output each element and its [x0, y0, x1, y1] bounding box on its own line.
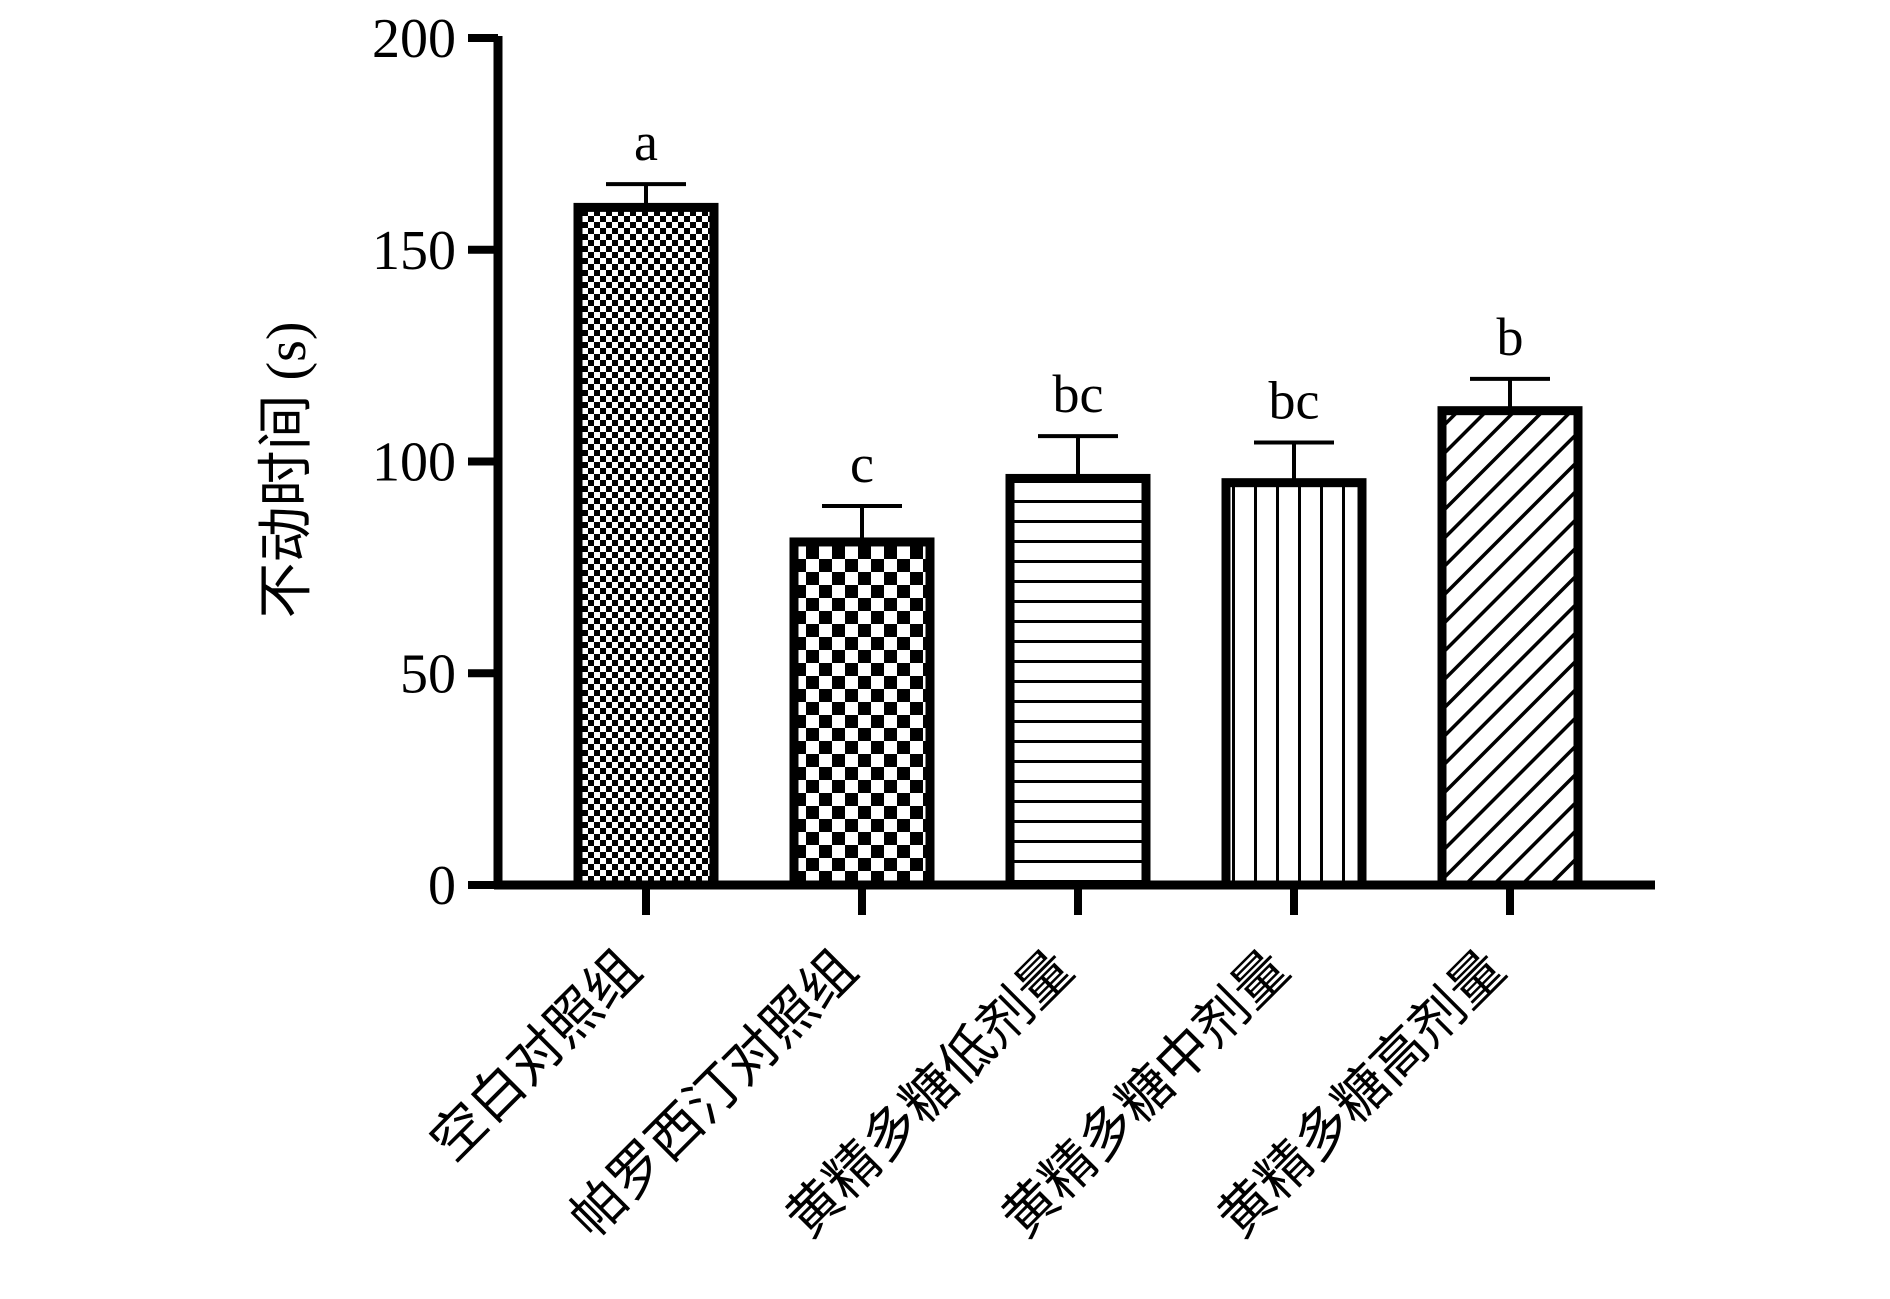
bar-3 — [1005, 473, 1151, 890]
y-axis-title: 不动时间 (s) — [256, 321, 318, 618]
x-tick-label: 空白对照组 — [419, 939, 652, 1172]
significance-label: bc — [1269, 370, 1320, 430]
y-tick-label: 100 — [372, 432, 456, 494]
bars: a c bc bc b — [573, 112, 1583, 890]
bar-2 — [789, 537, 935, 890]
y-tick-label: 0 — [428, 855, 456, 917]
bar-1 — [573, 202, 719, 890]
y-axis: 0 50 100 150 200 — [372, 8, 503, 917]
significance-label: c — [850, 434, 874, 494]
significance-label: a — [634, 112, 658, 172]
y-tick-label: 50 — [400, 643, 456, 705]
bar-4 — [1221, 478, 1367, 890]
y-tick-label: 150 — [372, 220, 456, 282]
significance-label: b — [1497, 307, 1524, 367]
significance-label: bc — [1053, 364, 1104, 424]
y-tick-label: 200 — [372, 8, 456, 70]
bar-5 — [1437, 406, 1583, 890]
